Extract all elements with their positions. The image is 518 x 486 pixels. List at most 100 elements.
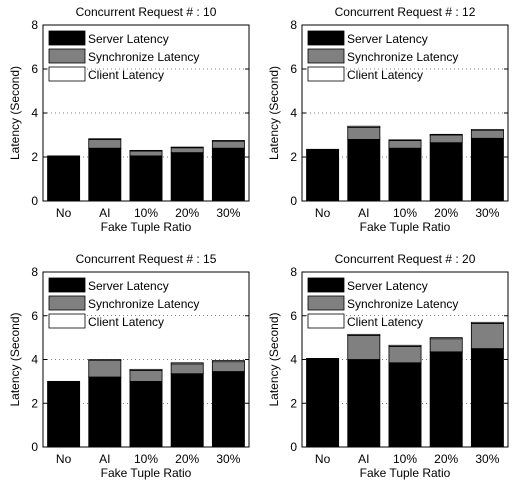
y-tick-label: 8	[290, 265, 297, 279]
bar-synchronize-latency	[88, 138, 122, 149]
legend-label: Server Latency	[347, 32, 428, 46]
x-tick-label: 20%	[434, 206, 458, 220]
legend-swatch	[307, 66, 345, 82]
y-tick-label: 4	[290, 353, 297, 367]
legend-label: Client Latency	[88, 68, 164, 82]
bar-server-latency	[388, 147, 422, 202]
bar-client-latency	[211, 360, 245, 363]
legend-label: Server Latency	[347, 279, 428, 293]
bar-synchronize-latency	[211, 140, 245, 149]
y-axis-label: Latency (Second)	[267, 66, 281, 160]
x-tick-label: AI	[99, 206, 110, 220]
bar-client-latency	[429, 133, 463, 136]
bar-client-latency	[170, 362, 204, 365]
x-tick-label: No	[315, 206, 331, 220]
bar-synchronize-latency	[129, 150, 163, 157]
legend-swatch	[307, 30, 345, 46]
bar-server-latency	[170, 152, 204, 202]
y-tick-label: 0	[31, 194, 38, 208]
y-axis-label: Latency (Second)	[8, 312, 22, 406]
bar-synchronize-latency	[429, 338, 463, 353]
bar-client-latency	[88, 138, 122, 140]
legend-swatch	[48, 30, 86, 46]
y-tick-label: 8	[31, 265, 38, 279]
bar-client-latency	[470, 129, 504, 131]
y-tick-label: 6	[31, 309, 38, 323]
x-tick-label: 10%	[134, 452, 158, 466]
y-tick-label: 2	[290, 150, 297, 164]
y-tick-label: 0	[290, 440, 297, 454]
legend-swatch	[48, 48, 86, 64]
bar-server-latency	[129, 155, 163, 202]
legend-label: Server Latency	[88, 32, 169, 46]
x-axis-label: Fake Tuple Ratio	[101, 466, 192, 480]
y-tick-label: 6	[290, 309, 297, 323]
bar-server-latency	[429, 351, 463, 448]
legend-label: Synchronize Latency	[347, 297, 458, 311]
legend-swatch	[307, 48, 345, 64]
chart-panel-3: No AI 10% 20% 30% 0 2 4 6 8 Concurrent Request # :…	[8, 252, 250, 480]
legend-swatch	[48, 313, 86, 329]
bar-synchronize-latency	[347, 126, 381, 140]
y-tick-label: 4	[290, 106, 297, 120]
legend-swatch	[48, 295, 86, 311]
chart-title: Concurrent Request # : 10	[76, 5, 217, 19]
bar-client-latency	[470, 321, 504, 324]
legend-swatch	[48, 66, 86, 82]
bar-server-latency	[347, 138, 381, 202]
bar-server-latency	[211, 371, 245, 448]
x-axis-label: Fake Tuple Ratio	[360, 466, 451, 480]
bar-client-latency	[429, 337, 463, 340]
bar-client-latency	[388, 139, 422, 141]
bar-client-latency	[211, 140, 245, 142]
bar-synchronize-latency	[170, 147, 204, 153]
legend-swatch	[307, 313, 345, 329]
bar-synchronize-latency	[470, 130, 504, 139]
legend: Server Latency Synchronize Latency Client …	[307, 30, 458, 82]
bar-server-latency	[211, 147, 245, 202]
y-tick-label: 2	[31, 396, 38, 410]
x-tick-label: No	[56, 206, 72, 220]
bar-synchronize-latency	[211, 361, 245, 372]
bar-synchronize-latency	[388, 140, 422, 149]
bar-client-latency	[388, 344, 422, 347]
legend-label: Synchronize Latency	[88, 50, 199, 64]
chart-panel-4: No AI 10% 20% 30% 0 2 4 6 8 Concurrent Request # :…	[267, 252, 509, 480]
bar-server-latency	[47, 380, 81, 448]
x-tick-label: 20%	[175, 452, 199, 466]
chart-panel-1: No AI 10% 20% 30% 0 2 4 6 8 Concurrent Request # :…	[8, 5, 250, 234]
y-tick-label: 2	[290, 396, 297, 410]
x-tick-label: AI	[99, 452, 110, 466]
bar-synchronize-latency	[429, 134, 463, 144]
x-tick-label: AI	[358, 452, 369, 466]
bar-server-latency	[347, 359, 381, 448]
legend: Server Latency Synchronize Latency Client …	[48, 277, 199, 329]
legend-swatch	[307, 295, 345, 311]
chart-title: Concurrent Request # : 15	[76, 252, 217, 266]
bar-server-latency	[306, 358, 340, 448]
y-tick-label: 0	[31, 440, 38, 454]
x-tick-label: 30%	[475, 206, 499, 220]
legend-swatch	[48, 277, 86, 293]
bar-synchronize-latency	[170, 363, 204, 375]
chart-panel-2: No AI 10% 20% 30% 0 2 4 6 8 Concurrent Request # :…	[267, 5, 509, 234]
bar-server-latency	[388, 362, 422, 448]
x-tick-label: 10%	[134, 206, 158, 220]
bar-server-latency	[170, 373, 204, 448]
y-tick-label: 4	[31, 106, 38, 120]
y-tick-label: 0	[290, 194, 297, 208]
x-tick-label: 10%	[393, 206, 417, 220]
x-tick-label: 10%	[393, 452, 417, 466]
bar-server-latency	[88, 147, 122, 202]
y-tick-label: 8	[31, 18, 38, 32]
x-tick-label: 30%	[216, 452, 240, 466]
bar-client-latency	[170, 146, 204, 149]
bar-server-latency	[129, 380, 163, 448]
bar-synchronize-latency	[129, 370, 163, 382]
bar-client-latency	[347, 333, 381, 336]
x-tick-label: No	[56, 452, 72, 466]
bar-server-latency	[470, 137, 504, 202]
bar-synchronize-latency	[347, 335, 381, 360]
x-tick-label: 20%	[434, 452, 458, 466]
